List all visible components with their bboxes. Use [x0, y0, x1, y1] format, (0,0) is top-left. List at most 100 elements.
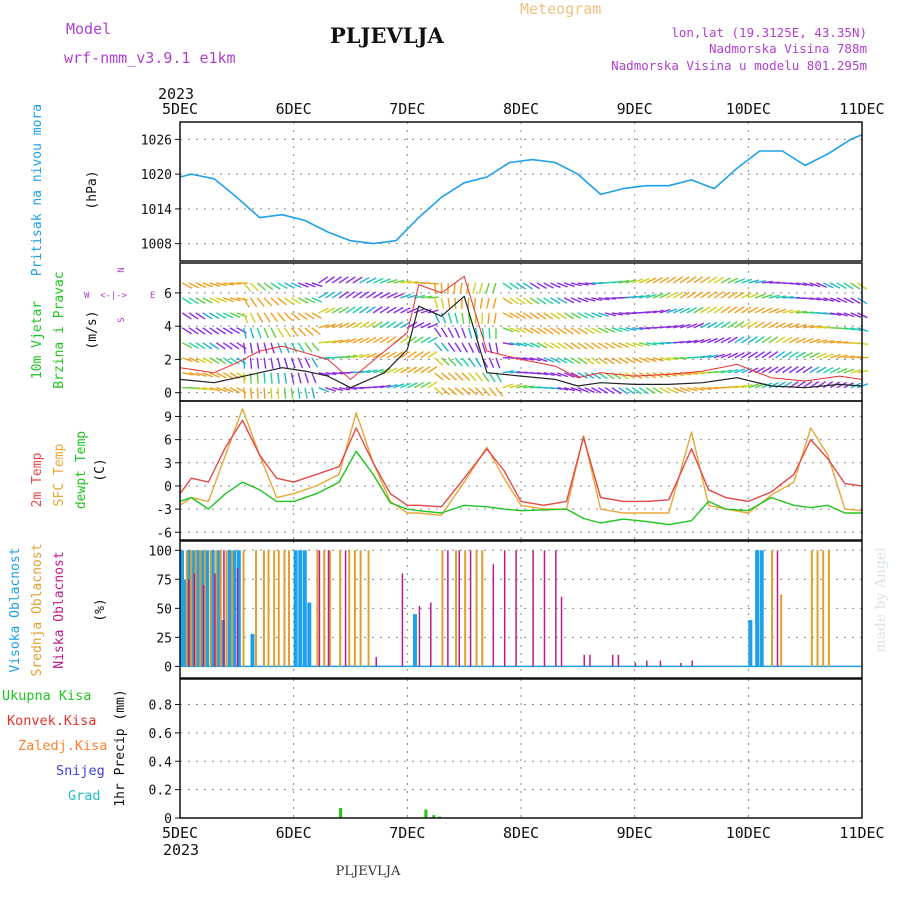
- wind-arrow: [474, 357, 482, 368]
- wind-arrow: [468, 372, 477, 382]
- wind-arrow: [372, 321, 383, 329]
- wind-arrow: [523, 342, 534, 348]
- wind-arrow: [707, 337, 718, 344]
- wind-arrow: [577, 387, 589, 393]
- wind-arrow: [536, 342, 548, 349]
- wind-arrow: [618, 312, 630, 315]
- wind-arrow: [836, 354, 848, 359]
- mid-cloud-bar: [810, 550, 813, 667]
- wind-arrow: [427, 365, 438, 374]
- mid-cloud-bar: [323, 550, 326, 667]
- wind-arrow: [659, 309, 671, 314]
- top-time-labels: 5DEC 6DEC 7DEC 8DEC 9DEC 10DEC 11DEC: [162, 100, 885, 118]
- wind-arrow: [202, 282, 214, 288]
- bottom-time-label: 11DEC: [839, 824, 884, 842]
- wind-arrow: [420, 295, 432, 299]
- wind-arrow: [447, 297, 451, 309]
- precip-legend-item: Snijeg: [56, 763, 105, 779]
- wind-arrow: [290, 327, 299, 337]
- wind-arrow: [556, 312, 567, 320]
- wind-arrow: [311, 282, 323, 288]
- wind-arrow: [556, 327, 567, 335]
- wind-arrow: [645, 277, 657, 284]
- wind-arrow: [195, 342, 206, 350]
- wind-arrow: [263, 297, 273, 307]
- wind-arrow: [256, 282, 267, 291]
- mid-cloud-bar: [267, 550, 270, 667]
- wind-arrow: [487, 312, 490, 324]
- low-cloud-bar: [202, 585, 205, 667]
- wind-arrow: [577, 372, 588, 379]
- precip-legend-item: Zaledj.Kisa: [18, 738, 107, 754]
- wind-arrow: [625, 327, 637, 331]
- wind-arrow: [229, 387, 241, 394]
- wind-arrow: [693, 291, 704, 299]
- wind-arrow: [488, 387, 497, 397]
- wind-arrow: [809, 366, 820, 374]
- wind-arrow: [700, 306, 711, 314]
- low-cloud-bar: [611, 654, 614, 667]
- wind-arrow: [379, 384, 391, 389]
- wind-arrow: [843, 355, 855, 359]
- wind-arrow: [543, 327, 554, 335]
- wind-arrow: [481, 342, 487, 354]
- wind-arrow: [420, 308, 432, 314]
- wind-arrow: [393, 279, 405, 284]
- wind-arrow: [604, 312, 616, 317]
- sfc-temp-line: [179, 408, 863, 516]
- wind-arrow: [795, 351, 806, 359]
- wind-arrow: [297, 387, 301, 399]
- wind-arrow: [550, 387, 562, 390]
- wind-arrow: [672, 276, 683, 284]
- wind-arrow: [338, 291, 349, 299]
- wind-arrow: [427, 296, 439, 299]
- wind-arrow: [570, 387, 582, 392]
- wind-arrow: [373, 385, 385, 389]
- wind-arrow: [263, 327, 270, 339]
- wind-arrow: [222, 327, 233, 335]
- wind-arrow: [352, 337, 364, 344]
- wind-arrow: [720, 321, 731, 329]
- wind-arrow: [734, 321, 745, 329]
- temp-ytick-label: 6: [164, 434, 172, 449]
- wind-arrow: [325, 372, 337, 376]
- wind-arrow: [652, 277, 663, 284]
- wind-arrow: [311, 327, 321, 336]
- bottom-time-label: 5DEC: [162, 824, 198, 842]
- wind-ytick-label: 0: [164, 387, 172, 402]
- pressure-grid: 1008 1014 1020 1026: [141, 122, 862, 261]
- wind-arrow: [188, 327, 199, 335]
- wind-arrow: [693, 338, 705, 344]
- wind-arrow: [372, 336, 383, 344]
- wind-arrow: [754, 336, 765, 344]
- wind-arrow: [509, 370, 521, 374]
- wind-arrow: [311, 357, 319, 368]
- wind-arrow: [550, 282, 561, 289]
- wind-arrow: [570, 342, 581, 350]
- wind-arrow: [216, 282, 228, 287]
- wind-arrow: [468, 327, 473, 339]
- mid-cloud-bar: [199, 550, 202, 667]
- wind-arrow: [386, 292, 398, 299]
- high-cloud-bar: [200, 550, 205, 667]
- mid-cloud-bar: [287, 550, 290, 667]
- wind-arrow: [577, 312, 588, 319]
- wind-arrow: [679, 307, 691, 314]
- wind-arrow: [413, 336, 424, 344]
- cloud-ylabel-2: Srednja Oblacnost: [30, 543, 45, 676]
- wind-arrow: [468, 312, 471, 324]
- wind-arrow: [822, 381, 833, 389]
- wind-arrow: [195, 297, 206, 305]
- precip-legend-item: Grad: [68, 788, 101, 804]
- precip-ytick-label: 0.4: [149, 755, 173, 770]
- wind-arrow: [331, 291, 342, 299]
- low-cloud-bar: [193, 573, 196, 667]
- top-time-label: 9DEC: [617, 100, 653, 118]
- pressure-ytick-label: 1014: [141, 203, 172, 218]
- wind-arrow: [386, 306, 397, 314]
- wind-arrow: [440, 342, 450, 352]
- wind-arrow: [502, 342, 514, 346]
- wind-arrow: [522, 297, 533, 305]
- high-cloud-bar: [413, 614, 418, 667]
- wind-arrow: [686, 339, 698, 344]
